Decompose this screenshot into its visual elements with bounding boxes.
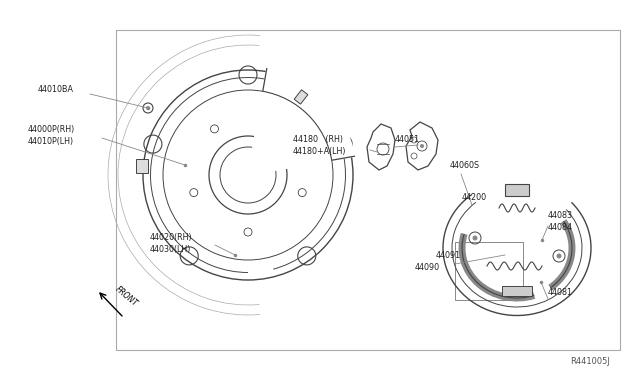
Bar xyxy=(505,184,529,196)
Circle shape xyxy=(146,106,150,110)
Text: 44010BA: 44010BA xyxy=(38,85,74,94)
Text: 44091: 44091 xyxy=(436,251,461,260)
Text: 44010P(LH): 44010P(LH) xyxy=(28,137,74,146)
Text: 44090: 44090 xyxy=(415,263,440,272)
Wedge shape xyxy=(248,69,355,175)
Bar xyxy=(116,30,620,350)
Text: FRONT: FRONT xyxy=(114,284,140,308)
Text: 44180+A(LH): 44180+A(LH) xyxy=(293,147,346,156)
Text: 44030(LH): 44030(LH) xyxy=(150,245,191,254)
Text: R441005J: R441005J xyxy=(570,357,610,366)
Text: 44000P(RH): 44000P(RH) xyxy=(28,125,76,134)
Bar xyxy=(455,242,523,300)
Text: 44020(RH): 44020(RH) xyxy=(150,233,193,242)
Circle shape xyxy=(557,253,561,259)
Circle shape xyxy=(420,144,424,148)
Text: 44180   (RH): 44180 (RH) xyxy=(293,135,343,144)
Text: 44051: 44051 xyxy=(395,135,420,144)
Text: 44060S: 44060S xyxy=(450,161,480,170)
Bar xyxy=(294,90,308,104)
Text: 44081: 44081 xyxy=(548,288,573,297)
Text: 44083: 44083 xyxy=(548,211,573,220)
Bar xyxy=(502,286,532,296)
Bar xyxy=(136,159,148,173)
Text: 44084: 44084 xyxy=(548,223,573,232)
Circle shape xyxy=(472,235,477,241)
Text: 44200: 44200 xyxy=(462,193,487,202)
